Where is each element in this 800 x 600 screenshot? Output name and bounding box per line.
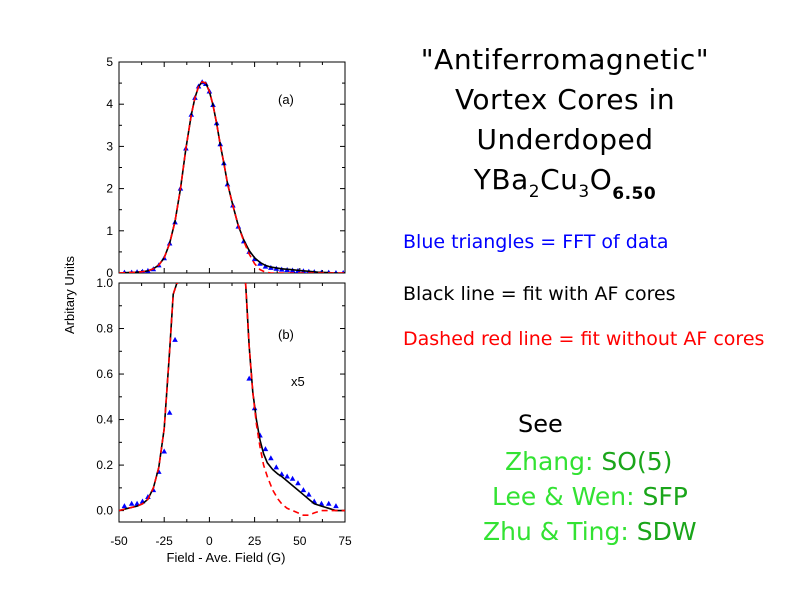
title-line-1: "Antiferromagnetic" [420, 43, 710, 76]
data-point-triangle [161, 448, 167, 454]
x-tick-label: 50 [293, 534, 307, 548]
x-tick-label: -50 [110, 534, 128, 548]
data-point-triangle [172, 336, 178, 342]
legend-red-dashed: Dashed red line = fit without AF cores [403, 328, 765, 350]
data-point-triangle [262, 446, 269, 452]
formula-sub-2: 2 [528, 182, 541, 202]
y-axis-label: Arbitary Units [62, 255, 77, 334]
fit-line-af-cores [119, 283, 345, 512]
formula-y: YBa [473, 163, 529, 196]
reference-zhu-ting-model: SDW [636, 517, 697, 546]
data-point-triangle [273, 464, 280, 470]
reference-zhu-ting-name: Zhu & Ting: [483, 517, 629, 546]
panel-a: 0 1 2 3 4 5 (a) [106, 55, 346, 280]
formula-sub-3: 3 [578, 182, 590, 202]
fit-line-no-af-cores [119, 80, 345, 273]
y-tick-label: 0.0 [96, 504, 113, 518]
formula-o: O [589, 163, 613, 196]
data-point-triangle [268, 455, 274, 461]
data-point-triangle [246, 375, 252, 381]
reference-zhu-ting: Zhu & Ting: SDW [483, 517, 697, 546]
fit-line-no-af-cores [119, 283, 345, 516]
panel-annotation: x5 [291, 374, 305, 389]
y-tick-label: 5 [106, 55, 113, 69]
see-label: See [518, 410, 563, 438]
slide-title: "Antiferromagnetic" Vortex Cores in Unde… [420, 40, 710, 203]
y-tick-label: 3 [106, 139, 113, 153]
y-tick-label: 0.4 [96, 413, 113, 427]
plot-frame [118, 282, 346, 523]
data-point-triangle [166, 409, 173, 415]
reference-zhang-name: Zhang: [505, 447, 594, 476]
reference-zhang-model: SO(5) [601, 447, 673, 476]
reference-lee-wen: Lee & Wen: SFP [492, 482, 688, 511]
y-tick-label: 0 [106, 266, 113, 280]
panel-b: 0.0 0.2 0.4 0.6 0.8 1.0 (b) x5 [96, 276, 346, 523]
y-tick-label: 0.6 [96, 367, 113, 381]
x-axis-label: Field - Ave. Field (G) [167, 550, 286, 565]
data-point-triangle [121, 503, 128, 509]
y-tick-label: 0.2 [96, 458, 113, 472]
x-tick-label: 25 [248, 534, 262, 548]
data-point-triangle [318, 500, 325, 506]
data-point-triangle [295, 480, 301, 486]
y-tick-label: 1.0 [96, 276, 113, 290]
data-point-triangle [128, 500, 135, 506]
y-tick-label: 1 [106, 224, 113, 238]
x-axis: -50 -25 0 25 50 75 [110, 534, 352, 548]
legend-blue-triangles: Blue triangles = FFT of data [403, 231, 669, 253]
data-point-triangle [306, 491, 312, 497]
formula-sub-650: 6.50 [612, 184, 657, 204]
x-tick-label: 75 [338, 534, 352, 548]
fit-line-af-cores [119, 80, 345, 273]
data-point-triangle [300, 487, 307, 493]
title-line-2: Vortex Cores in [454, 83, 676, 116]
panel-label: (b) [278, 327, 294, 342]
title-line-3: Underdoped [476, 123, 654, 156]
panel-label: (a) [278, 92, 294, 107]
x-tick-label: -25 [156, 534, 174, 548]
legend-black-line: Black line = fit with AF cores [403, 283, 676, 305]
reference-zhang: Zhang: SO(5) [505, 447, 672, 476]
reference-lee-wen-name: Lee & Wen: [492, 482, 635, 511]
data-point-triangle [325, 500, 332, 506]
reference-lee-wen-model: SFP [642, 482, 688, 511]
y-tick-label: 4 [106, 97, 113, 111]
data-point-triangle [333, 503, 339, 509]
data-point-triangle [284, 473, 290, 479]
series-group [119, 79, 345, 273]
y-tick-label: 0.8 [96, 322, 113, 336]
x-tick-label: 0 [206, 534, 213, 548]
series-group [119, 283, 345, 516]
formula-cu: Cu [540, 163, 579, 196]
data-point-triangle [289, 475, 296, 481]
chemical-formula: YBa2Cu3O6.50 [420, 160, 710, 203]
data-point-triangle [134, 500, 140, 506]
y-tick-label: 2 [106, 182, 113, 196]
plot-frame [118, 61, 346, 274]
